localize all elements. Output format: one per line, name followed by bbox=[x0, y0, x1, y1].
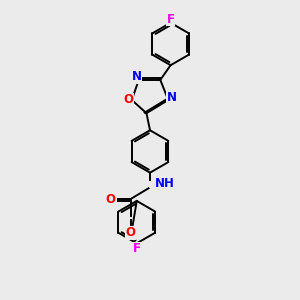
Text: N: N bbox=[131, 70, 142, 83]
Text: O: O bbox=[126, 226, 136, 239]
Text: F: F bbox=[167, 13, 175, 26]
Text: N: N bbox=[167, 91, 177, 104]
Text: NH: NH bbox=[154, 177, 174, 190]
Text: O: O bbox=[105, 193, 115, 206]
Text: F: F bbox=[133, 242, 141, 255]
Text: O: O bbox=[124, 93, 134, 106]
